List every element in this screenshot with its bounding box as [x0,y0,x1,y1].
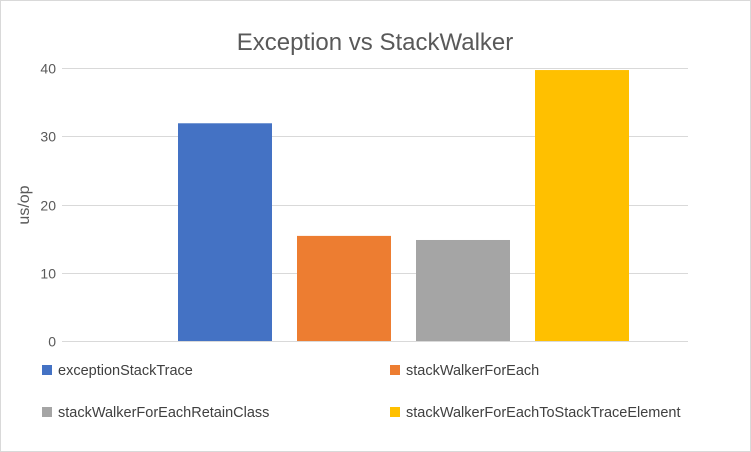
legend-label: stackWalkerForEachToStackTraceElement [406,405,681,421]
legend-label: stackWalkerForEachRetainClass [58,405,269,421]
legend-swatch [42,365,52,375]
legend: exceptionStackTrace stackWalkerForEach sta… [42,363,681,421]
legend-swatch [42,407,52,417]
bar-stackWalkerForEachRetainClass [416,239,510,341]
chart-title: Exception vs StackWalker [237,29,514,56]
y-tick-label: 10 [40,266,56,282]
legend-item: stackWalkerForEachRetainClass [42,405,269,421]
y-tick-label: 20 [40,198,56,214]
legend-swatch [390,365,400,375]
bar-stackWalkerForEach [297,235,391,341]
legend-label: stackWalkerForEach [406,363,539,379]
legend-item: exceptionStackTrace [42,363,193,379]
legend-swatch [390,407,400,417]
bar-exceptionStackTrace [178,123,272,341]
bar-stackWalkerForEachToStackTraceElement [535,70,629,342]
legend-item: stackWalkerForEach [390,363,539,379]
y-tick-label: 30 [40,129,56,145]
y-tick-label: 40 [40,61,56,77]
y-axis-ticks: 0 10 20 30 40 [40,61,56,350]
legend-item: stackWalkerForEachToStackTraceElement [390,405,681,421]
legend-label: exceptionStackTrace [58,363,193,379]
bars [178,70,629,342]
y-tick-label: 0 [48,334,56,350]
y-axis-label: us/op [16,185,33,224]
